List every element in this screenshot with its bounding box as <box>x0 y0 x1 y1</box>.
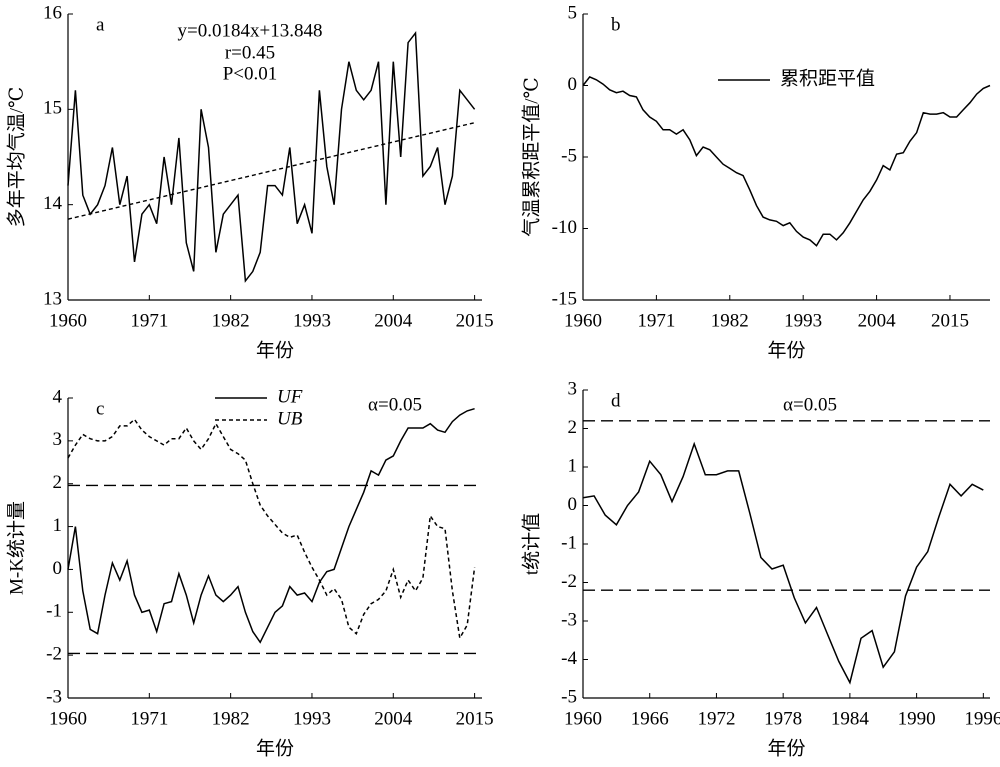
x-tick-label: 2015 <box>456 708 494 729</box>
y-tick-label: -5 <box>561 686 577 707</box>
y-tick-label: -1 <box>561 532 577 553</box>
x-tick-label: 1978 <box>764 708 802 729</box>
panel-label: b <box>611 14 621 35</box>
x-tick-label: 1971 <box>637 310 675 331</box>
y-tick-label: 2 <box>53 472 63 493</box>
x-tick-label: 1993 <box>293 708 331 729</box>
x-tick-label: 1993 <box>784 310 822 331</box>
panel-label: c <box>96 398 104 419</box>
annotation: r=0.45 <box>225 42 275 63</box>
annotation: P<0.01 <box>223 63 278 84</box>
y-tick-label: 2 <box>568 417 578 438</box>
y-axis-label: t统计值 <box>520 513 542 575</box>
x-tick-label: 1982 <box>212 310 250 331</box>
x-tick-label: 1960 <box>564 708 602 729</box>
x-tick-label: 2004 <box>374 310 413 331</box>
x-tick-label: 1960 <box>564 310 602 331</box>
x-tick-label: 1971 <box>130 310 168 331</box>
series-line <box>67 31 476 283</box>
y-tick-label: -3 <box>561 609 577 630</box>
x-tick-label: 1993 <box>293 310 331 331</box>
annotation: α=0.05 <box>368 394 422 415</box>
legend-label: UF <box>277 386 303 407</box>
y-tick-label: 13 <box>43 288 62 309</box>
y-tick-label: -2 <box>46 644 62 665</box>
legend-label: 累积距平值 <box>780 67 875 89</box>
y-tick-label: 16 <box>43 2 62 23</box>
x-axis-label: 年份 <box>767 339 805 361</box>
x-tick-label: 1966 <box>631 708 669 729</box>
y-tick-label: 4 <box>53 386 63 407</box>
x-axis-label: 年份 <box>767 737 805 759</box>
y-tick-label: -15 <box>552 288 577 309</box>
series-line <box>67 407 475 644</box>
x-tick-label: 2004 <box>858 310 897 331</box>
legend-label: UB <box>277 408 303 429</box>
x-tick-label: 1990 <box>898 708 936 729</box>
x-tick-label: 1971 <box>130 708 168 729</box>
y-tick-label: -4 <box>561 648 577 669</box>
y-axis-label: M-K统计量 <box>5 501 27 595</box>
x-tick-label: 2004 <box>374 708 413 729</box>
x-tick-label: 1972 <box>697 708 735 729</box>
y-tick-label: 3 <box>568 378 578 399</box>
series-line <box>582 75 991 247</box>
y-tick-label: -5 <box>561 145 577 166</box>
x-tick-label: 1996 <box>964 708 1000 729</box>
y-tick-label: 1 <box>53 515 63 536</box>
y-tick-label: 0 <box>568 74 578 95</box>
x-tick-label: 1960 <box>49 310 87 331</box>
y-tick-label: -3 <box>46 686 62 707</box>
x-tick-label: 1982 <box>711 310 749 331</box>
y-tick-label: 14 <box>43 193 63 214</box>
x-tick-label: 1984 <box>831 708 870 729</box>
y-tick-label: 5 <box>568 2 578 23</box>
x-tick-label: 2015 <box>456 310 494 331</box>
y-tick-label: 0 <box>568 494 578 515</box>
y-axis-label: 气温累积距平值/℃ <box>520 77 542 237</box>
panel-label: a <box>96 14 105 35</box>
x-tick-label: 1982 <box>212 708 250 729</box>
x-axis-label: 年份 <box>256 339 294 361</box>
x-tick-label: 1960 <box>49 708 87 729</box>
series-line <box>582 441 984 685</box>
y-tick-label: 3 <box>53 429 63 450</box>
annotation: α=0.05 <box>783 394 837 415</box>
y-tick-label: 1 <box>568 455 578 476</box>
panel-label: d <box>611 390 621 411</box>
y-tick-label: -10 <box>552 217 577 238</box>
x-axis-label: 年份 <box>256 737 294 759</box>
y-tick-label: 0 <box>53 558 63 579</box>
y-tick-label: -2 <box>561 571 577 592</box>
x-tick-label: 2015 <box>931 310 969 331</box>
y-tick-label: 15 <box>43 98 62 119</box>
y-tick-label: -1 <box>46 601 62 622</box>
annotation: y=0.0184x+13.848 <box>178 20 323 41</box>
series-line <box>67 418 476 641</box>
y-axis-label: 多年平均气温/℃ <box>5 87 27 228</box>
